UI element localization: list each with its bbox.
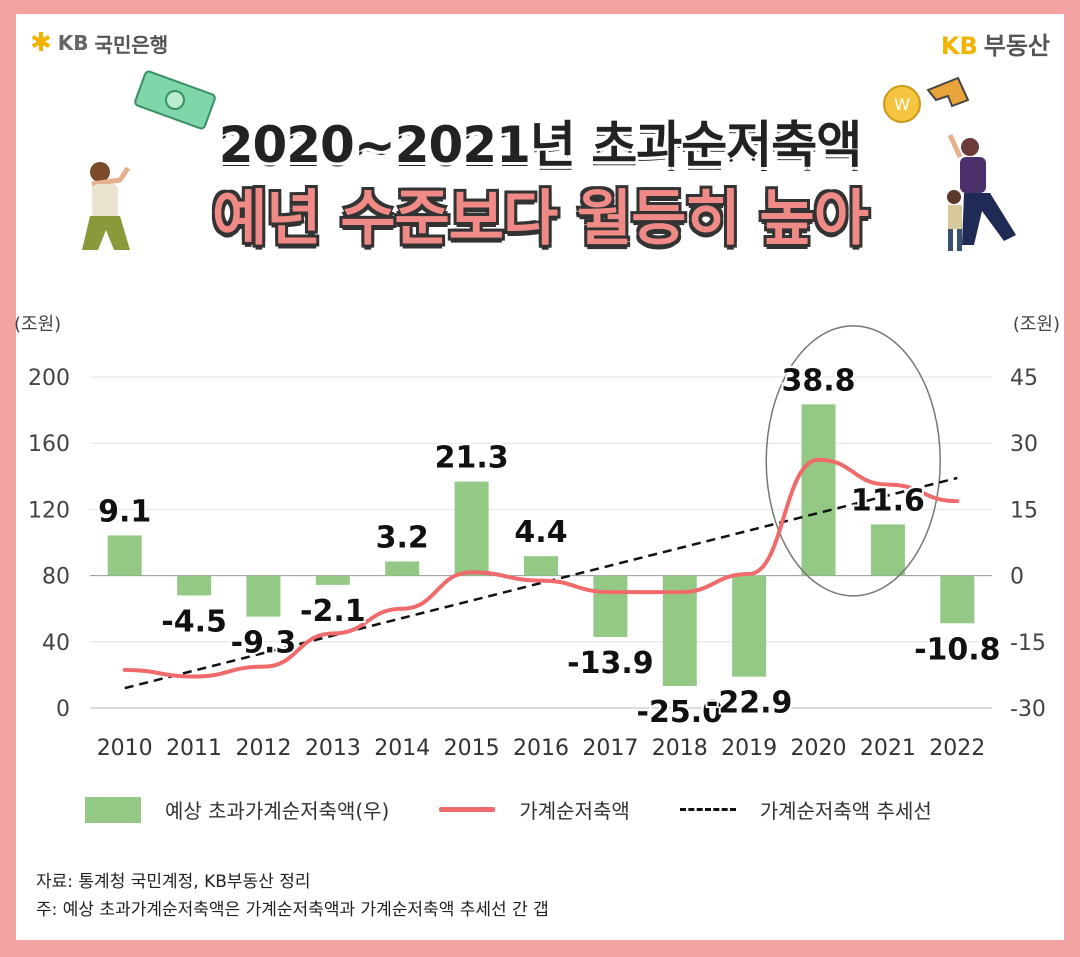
x-axis-tick-label: 2014 — [374, 736, 430, 761]
bar — [246, 575, 281, 617]
left-axis-tick-label: 80 — [42, 565, 70, 590]
legend-bar-swatch — [85, 796, 141, 823]
kb-bank-logo: ✱ KB 국민은행 — [30, 28, 169, 58]
savings-line — [122, 457, 960, 679]
infographic-card — [16, 14, 1064, 940]
bar-value-label: 3.2 — [376, 520, 429, 555]
bar-value-label: -10.8 — [914, 632, 1000, 667]
right-axis-tick-label: 45 — [1010, 366, 1038, 391]
legend-item-bars: 예상 초과가계순저축액(우) — [85, 795, 389, 824]
x-axis-tick-label: 2016 — [513, 736, 569, 761]
chart-legend: 예상 초과가계순저축액(우) 가계순저축액 가계순저축액 추세선 — [85, 795, 982, 824]
bar — [454, 481, 489, 576]
right-axis-tick-label: 15 — [1010, 498, 1038, 523]
bar — [107, 535, 142, 576]
bar — [315, 575, 350, 585]
x-axis-tick-label: 2015 — [444, 736, 500, 761]
family-illustration — [947, 133, 1016, 251]
left-axis-tick-label: 0 — [56, 697, 70, 722]
bar — [593, 575, 628, 637]
bar-value-label: 38.8 — [782, 363, 856, 398]
kb-star-icon: ✱ — [30, 28, 52, 58]
x-axis-tick-label: 2012 — [235, 736, 291, 761]
explanatory-note: 주: 예상 초과가계순저축액은 가계순저축액과 가계순저축액 추세선 간 갭 — [36, 900, 549, 920]
bar-value-label: -25.0 — [637, 695, 723, 730]
woman-illustration — [82, 162, 131, 250]
bar-value-label: 4.4 — [514, 515, 567, 550]
left-axis-unit: (조원) — [14, 314, 62, 335]
bar-value-label: -2.1 — [300, 594, 366, 629]
svg-text:W: W — [894, 95, 910, 114]
bar — [524, 556, 558, 576]
x-axis-tick-label: 2013 — [305, 736, 361, 761]
bar-value-label: 9.1 — [98, 494, 151, 529]
left-axis-tick-label: 40 — [42, 631, 70, 656]
bar — [385, 561, 420, 576]
right-axis-tick-label: -30 — [1010, 697, 1046, 722]
right-axis-tick-label: 30 — [1010, 432, 1038, 457]
highlight-ellipse — [765, 325, 941, 597]
bar-value-label: -9.3 — [231, 626, 297, 661]
legend-line-swatch — [439, 807, 496, 812]
title-line-2: 예년 수준보다 월등히 높아 — [212, 184, 869, 254]
bar-value-label: -4.5 — [161, 604, 227, 639]
bar — [732, 575, 767, 677]
right-axis-tick-label: 0 — [1010, 565, 1024, 590]
x-axis-tick-label: 2021 — [860, 736, 916, 761]
bar — [177, 575, 212, 596]
x-axis-tick-label: 2022 — [929, 736, 985, 761]
legend-item-trend: 가계순저축액 추세선 — [679, 795, 932, 824]
bar-value-label: 11.6 — [851, 483, 925, 518]
title-line-1: 2020~2021년 초과순저축액 — [218, 116, 863, 174]
legend-dash-swatch — [679, 808, 736, 811]
x-axis-tick-label: 2011 — [166, 736, 222, 761]
kb-real-estate-logo: KB 부동산 — [940, 32, 1050, 60]
bar — [940, 575, 975, 624]
bar-value-label: -13.9 — [567, 646, 653, 681]
x-axis-tick-label: 2018 — [652, 736, 708, 761]
trend-line — [124, 476, 958, 690]
x-axis-tick-label: 2010 — [97, 736, 153, 761]
left-axis-tick-label: 160 — [28, 432, 70, 457]
x-axis-tick-label: 2019 — [721, 736, 777, 761]
left-axis-tick-label: 120 — [28, 498, 70, 523]
bar-value-label: 21.3 — [435, 441, 509, 476]
right-axis-unit: (조원) — [1012, 314, 1060, 335]
bar-value-label: -22.9 — [706, 686, 792, 721]
left-axis-tick-label: 200 — [28, 366, 70, 391]
footnotes: 자료: 통계청 국민계정, KB부동산 정리 주: 예상 초과가계순저축액은 가… — [36, 868, 549, 924]
source-note: 자료: 통계청 국민계정, KB부동산 정리 — [36, 872, 311, 892]
x-axis-tick-label: 2017 — [582, 736, 638, 761]
right-axis-tick-label: -15 — [1010, 631, 1046, 656]
legend-item-line: 가계순저축액 — [439, 795, 630, 824]
bar — [801, 404, 836, 576]
money-bill-icon — [134, 70, 216, 130]
x-axis-tick-label: 2020 — [791, 736, 847, 761]
bar — [870, 524, 905, 576]
coin-magnet-icon: W — [883, 76, 970, 123]
